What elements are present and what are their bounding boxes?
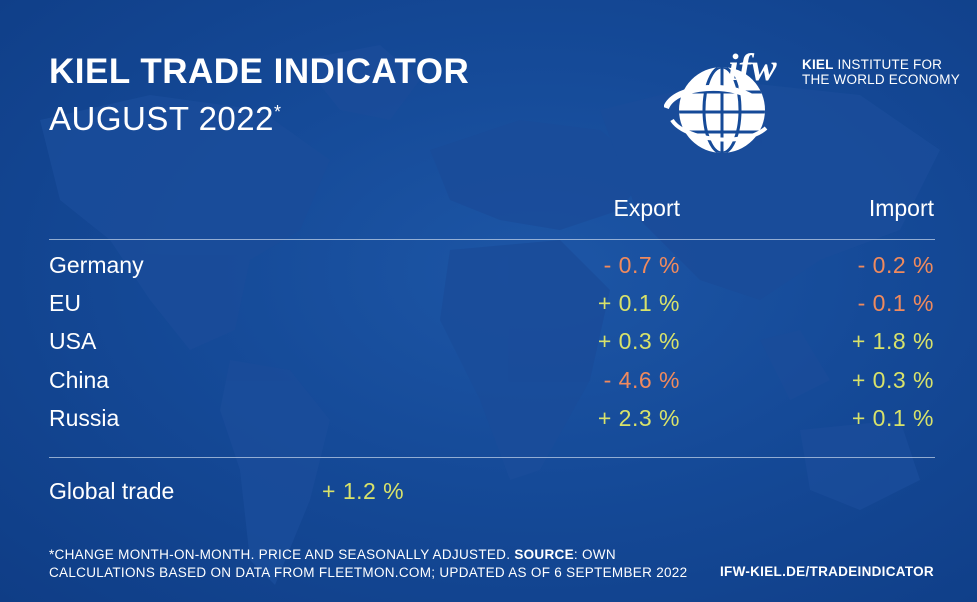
global-trade-label: Global trade (49, 478, 175, 504)
export-value-usa: + 0.3 % (597, 328, 680, 354)
ifw-logo-icon: ifw (664, 47, 777, 153)
website-url: IFW-KIEL.DE/TRADEINDICATOR (719, 564, 934, 579)
global-trade-value: + 1.2 % (322, 478, 405, 504)
import-value-eu: - 0.1 % (857, 290, 934, 316)
header-divider (49, 239, 935, 240)
import-value-russia: + 0.1 % (851, 405, 934, 431)
institute-name: KIEL INSTITUTE FOR THE WORLD ECONOMY (802, 57, 960, 87)
column-header-export: Export (613, 195, 680, 221)
page-title: KIEL TRADE INDICATOR (49, 52, 470, 91)
row-label-china: China (49, 367, 110, 393)
source-label: SOURCE (514, 547, 574, 562)
column-header-import: Import (868, 195, 934, 221)
import-value-germany: - 0.2 % (857, 252, 934, 278)
footnote-text-2: : OWN (573, 547, 616, 562)
subtitle-text: AUGUST 2022 (49, 100, 274, 137)
export-value-china: - 4.6 % (603, 367, 680, 393)
export-value-eu: + 0.1 % (597, 290, 680, 316)
footnote-marker: * (274, 102, 282, 122)
row-label-eu: EU (49, 290, 81, 316)
footnote: *CHANGE MONTH-ON-MONTH. PRICE AND SEASON… (49, 546, 687, 582)
row-label-usa: USA (49, 328, 97, 354)
footnote-text-3: CALCULATIONS BASED ON DATA FROM FLEETMON… (49, 565, 688, 580)
row-label-germany: Germany (49, 252, 144, 278)
export-value-russia: + 2.3 % (597, 405, 680, 431)
institute-name-line2: THE WORLD ECONOMY (802, 72, 960, 87)
logo-wordmark: ifw (728, 47, 777, 89)
global-divider (49, 457, 935, 458)
import-value-china: + 0.3 % (851, 367, 934, 393)
institute-name-rest: INSTITUTE FOR (833, 57, 943, 72)
institute-name-bold: KIEL (802, 57, 834, 72)
page-subtitle: AUGUST 2022* (49, 100, 282, 138)
footnote-text-1: *CHANGE MONTH-ON-MONTH. PRICE AND SEASON… (49, 547, 515, 562)
export-value-germany: - 0.7 % (603, 252, 680, 278)
row-label-russia: Russia (49, 405, 120, 431)
import-value-usa: + 1.8 % (851, 328, 934, 354)
